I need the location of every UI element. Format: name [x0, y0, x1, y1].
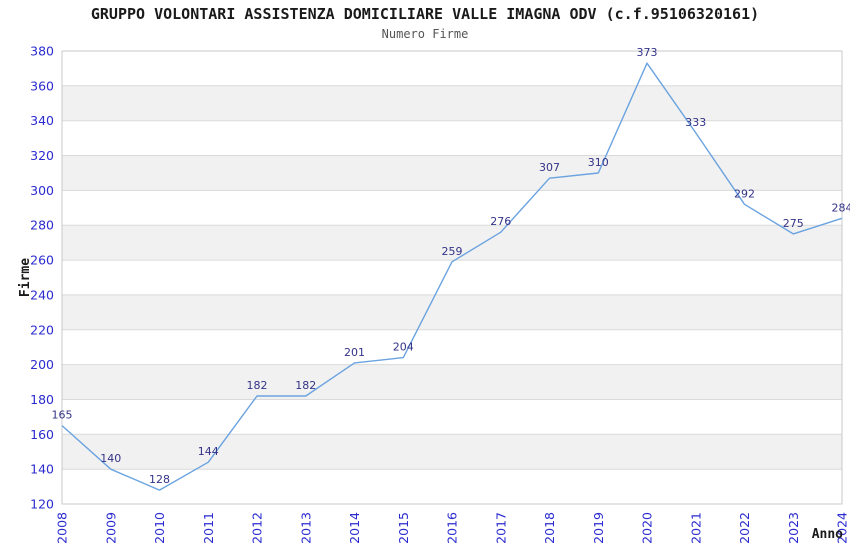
gridlines [62, 85, 842, 470]
x-axis-tick-label: 2015 [396, 512, 411, 544]
x-axis-tick-label: 2009 [103, 512, 118, 544]
data-point-label: 292 [734, 187, 755, 200]
y-axis-tick-label: 200 [30, 357, 54, 372]
plot-band [62, 225, 842, 260]
x-axis-tick-label: 2023 [786, 512, 801, 544]
x-axis-tick-labels: 2008 2009 2010 2011 2012 2013 2014 2015 2016 2017… [55, 512, 850, 544]
x-axis-tick-label: 2012 [250, 512, 265, 544]
chart-title: GRUPPO VOLONTARI ASSISTENZA DOMICILIARE … [90, 5, 760, 23]
x-axis-tick-label: 2010 [152, 512, 167, 544]
chart-subtitle: Numero Firme [381, 27, 469, 41]
data-point-label: 204 [393, 341, 414, 354]
plot-border [61, 50, 843, 505]
data-point-label: 373 [637, 46, 658, 59]
y-axis-tick-label: 220 [30, 322, 54, 337]
data-point-label: 140 [100, 452, 121, 465]
x-axis-tick-label: 2021 [688, 512, 703, 544]
x-axis-tick-label: 2022 [737, 512, 752, 544]
y-axis-tick-labels: 120 140 160 180 200 220 240 260 280 300 320 340 360 3… [30, 44, 54, 512]
y-axis-tick-label: 240 [30, 287, 54, 302]
y-axis-tick-label: 380 [30, 44, 54, 59]
y-axis-tick-label: 320 [30, 148, 54, 163]
x-axis-tick-label: 2014 [347, 512, 362, 544]
data-point-label: 182 [247, 379, 268, 392]
x-axis-tick-label: 2013 [298, 512, 313, 544]
y-axis-tick-label: 160 [30, 427, 54, 442]
data-point-label: 307 [539, 161, 560, 174]
x-axis-tick-label: 2024 [835, 512, 850, 544]
data-point-label: 144 [198, 445, 219, 458]
data-point-label: 201 [344, 346, 365, 359]
data-point-label: 128 [149, 473, 170, 486]
plot-band [62, 364, 842, 400]
x-axis-tick-label: 2017 [493, 512, 508, 544]
data-point-label: 310 [588, 156, 609, 169]
plot-band [62, 434, 842, 470]
plot-band [62, 155, 842, 191]
plot-bands [62, 85, 842, 470]
y-axis-tick-label: 340 [30, 113, 54, 128]
data-point-label: 259 [442, 245, 463, 258]
x-axis-title: Anno [812, 527, 843, 542]
y-axis-tick-label: 360 [30, 78, 54, 93]
data-point-label: 333 [685, 116, 706, 129]
y-axis-tick-label: 280 [30, 218, 54, 233]
data-point-label: 182 [295, 379, 316, 392]
x-axis-tick-label: 2016 [445, 512, 460, 544]
x-axis-tick-label: 2011 [201, 512, 216, 544]
data-point-labels: 165 140 128 144 182 182 201 204 259 276 307 310 373 3… [52, 46, 850, 486]
plot-band [62, 85, 842, 121]
y-axis-tick-label: 260 [30, 253, 54, 268]
data-point-label: 284 [832, 201, 850, 214]
data-point-label: 275 [783, 217, 804, 230]
x-axis-tick-label: 2020 [640, 512, 655, 544]
plot-band [62, 294, 842, 330]
y-axis-tick-label: 180 [30, 392, 54, 407]
series-lines [61, 62, 843, 491]
y-axis-title: Firme [18, 258, 33, 297]
series-line [61, 62, 843, 491]
data-point-label: 276 [490, 215, 511, 228]
y-axis-tick-label: 300 [30, 183, 54, 198]
y-axis-tick-label: 120 [30, 497, 54, 512]
data-point-label: 165 [52, 409, 73, 422]
x-axis-tick-label: 2019 [591, 512, 606, 544]
x-axis-tick-label: 2018 [542, 512, 557, 544]
x-axis-tick-label: 2008 [55, 512, 70, 544]
y-axis-tick-label: 140 [30, 462, 54, 477]
